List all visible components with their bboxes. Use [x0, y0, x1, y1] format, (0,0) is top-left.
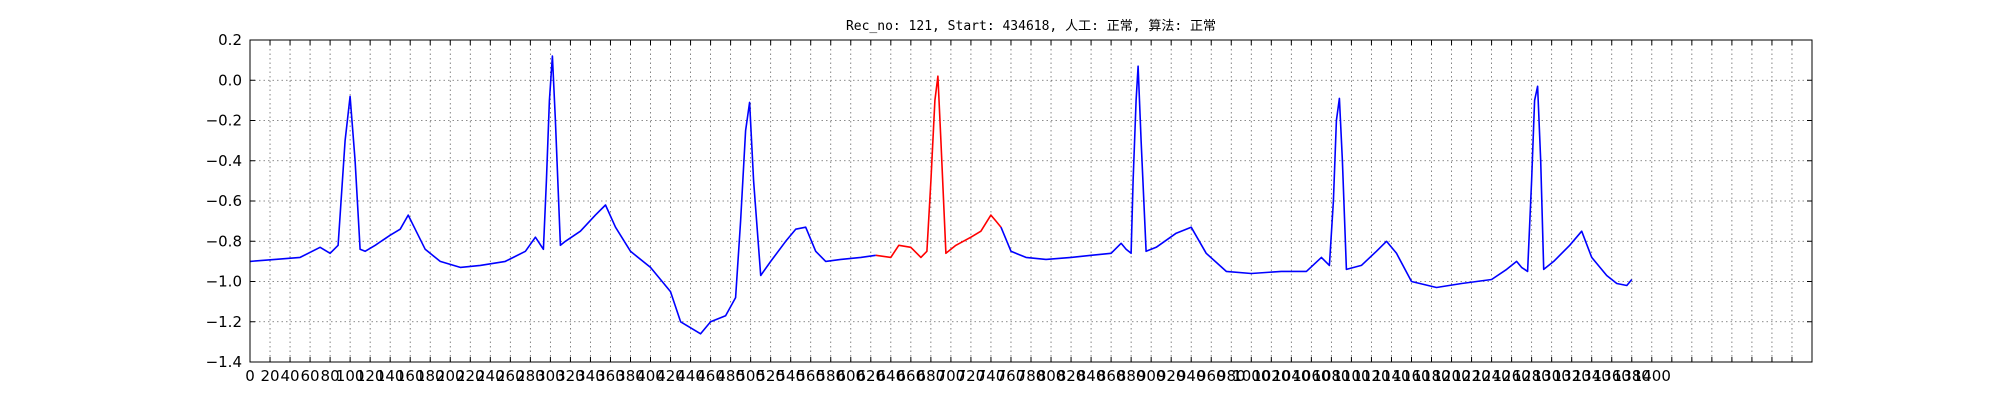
- x-tick-label: 880: [1117, 367, 1146, 385]
- x-tick-label: 900: [1137, 367, 1166, 385]
- x-tick-label: 1040: [1272, 367, 1310, 385]
- x-tick-label: 1340: [1573, 367, 1611, 385]
- y-tick-label: 0.2: [218, 31, 242, 49]
- x-tick-label: 1380: [1613, 367, 1651, 385]
- x-tick-label: 220: [456, 367, 485, 385]
- x-tick-label: 1400: [1633, 367, 1671, 385]
- x-tick-label: 160: [396, 367, 425, 385]
- ecg-signal-line: [249, 55, 876, 335]
- x-tick-label: 200: [436, 367, 465, 385]
- x-tick-label: 760: [997, 367, 1026, 385]
- ecg-signal-line: [1000, 65, 1633, 289]
- x-tick-label: 500: [736, 367, 765, 385]
- x-tick-label: 180: [416, 367, 445, 385]
- x-tick-label: 340: [576, 367, 605, 385]
- x-tick-label: 1120: [1352, 367, 1390, 385]
- x-tick-label: 20: [260, 367, 279, 385]
- x-tick-label: 380: [616, 367, 645, 385]
- x-tick-label: 1220: [1452, 367, 1490, 385]
- x-tick-label: 640: [877, 367, 906, 385]
- y-tick-label: −0.4: [206, 152, 242, 170]
- x-tick-label: 660: [897, 367, 926, 385]
- x-tick-label: 1280: [1513, 367, 1551, 385]
- x-tick-label: 360: [596, 367, 625, 385]
- x-tick-label: 120: [356, 367, 385, 385]
- x-tick-label: 1240: [1472, 367, 1510, 385]
- x-tick-label: 740: [977, 367, 1006, 385]
- x-tick-label: 80: [321, 367, 340, 385]
- y-tick-label: −1.2: [206, 313, 242, 331]
- y-tick-label: −0.2: [206, 112, 242, 130]
- y-tick-label: −1.0: [206, 273, 242, 291]
- x-tick-label: 600: [836, 367, 865, 385]
- x-tick-label: 580: [816, 367, 845, 385]
- x-tick-label: 280: [516, 367, 545, 385]
- x-tick-label: 680: [917, 367, 946, 385]
- x-tick-label: 560: [796, 367, 825, 385]
- y-tick-label: −0.8: [206, 232, 242, 250]
- y-tick-label: −1.4: [206, 353, 242, 371]
- x-tick-label: 420: [656, 367, 685, 385]
- x-tick-label: 1200: [1432, 367, 1470, 385]
- x-tick-label: 540: [776, 367, 805, 385]
- x-tick-label: 840: [1077, 367, 1106, 385]
- x-tick-label: 960: [1197, 367, 1226, 385]
- x-tick-label: 0: [245, 367, 255, 385]
- x-tick-label: 440: [676, 367, 705, 385]
- x-tick-label: 1100: [1332, 367, 1370, 385]
- x-tick-label: 1160: [1392, 367, 1430, 385]
- plot-frame: [249, 39, 1813, 363]
- x-tick-label: 320: [556, 367, 585, 385]
- x-tick-label: 700: [937, 367, 966, 385]
- x-tick-label: 1180: [1412, 367, 1450, 385]
- y-tick-label: −0.6: [206, 192, 242, 210]
- x-tick-label: 620: [856, 367, 885, 385]
- x-tick-label: 800: [1037, 367, 1066, 385]
- x-tick-label: 460: [696, 367, 725, 385]
- x-tick-label: 1360: [1593, 367, 1631, 385]
- y-tick-label: 0.0: [218, 71, 242, 89]
- x-tick-label: 300: [536, 367, 565, 385]
- x-tick-label: 520: [756, 367, 785, 385]
- x-tick-label: 40: [281, 367, 300, 385]
- x-tick-label: 940: [1177, 367, 1206, 385]
- x-tick-label: 860: [1097, 367, 1126, 385]
- x-tick-label: 720: [957, 367, 986, 385]
- x-tick-label: 100: [336, 367, 365, 385]
- x-tick-label: 1140: [1372, 367, 1410, 385]
- x-tick-label: 260: [496, 367, 525, 385]
- chart-title: Rec_no: 121, Start: 434618, 人工: 正常, 算法: …: [846, 19, 1216, 34]
- x-tick-label: 60: [301, 367, 320, 385]
- x-tick-label: 240: [476, 367, 505, 385]
- highlighted-beat-line: [875, 75, 1002, 259]
- x-tick-label: 1000: [1232, 367, 1270, 385]
- x-tick-label: 480: [716, 367, 745, 385]
- x-tick-label: 1060: [1292, 367, 1330, 385]
- x-tick-label: 1300: [1533, 367, 1571, 385]
- x-tick-label: 980: [1217, 367, 1246, 385]
- x-tick-label: 820: [1057, 367, 1086, 385]
- x-tick-label: 1260: [1493, 367, 1531, 385]
- x-tick-label: 1020: [1252, 367, 1290, 385]
- x-tick-label: 1080: [1312, 367, 1350, 385]
- x-tick-label: 780: [1017, 367, 1046, 385]
- x-tick-label: 920: [1157, 367, 1186, 385]
- x-tick-label: 400: [636, 367, 665, 385]
- x-tick-label: 1320: [1553, 367, 1591, 385]
- x-tick-label: 140: [376, 367, 405, 385]
